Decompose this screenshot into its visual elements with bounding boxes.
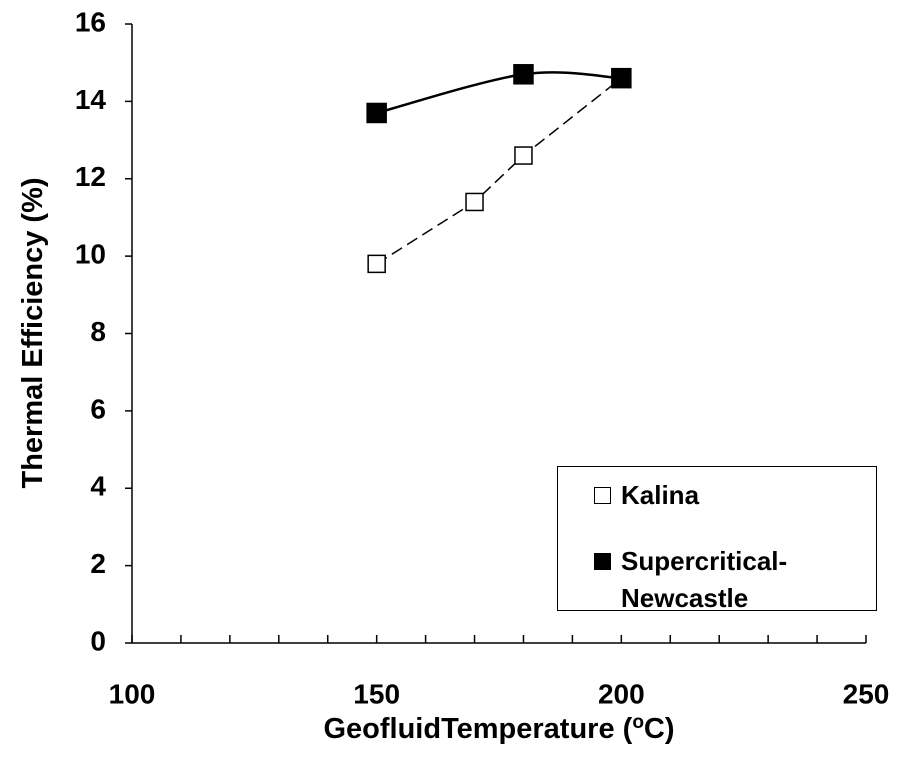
data-point [366, 102, 387, 124]
legend-item: Kalina [594, 477, 831, 514]
y-tick-label: 2 [90, 548, 106, 579]
legend-label: Kalina [621, 480, 700, 510]
data-point [465, 192, 484, 212]
y-axis-label: Thermal Efficiency (%) [17, 177, 49, 488]
x-axis-label-part: C) [644, 713, 675, 745]
y-tick-label: 12 [75, 161, 106, 192]
x-tick-label: 150 [353, 678, 400, 709]
y-tick-label: 14 [75, 84, 107, 115]
x-tick-label: 250 [843, 678, 890, 709]
series-line [376, 77, 622, 265]
data-point [611, 67, 632, 89]
y-tick-label: 0 [90, 625, 106, 656]
data-point [514, 146, 533, 165]
x-axis-label: GeofluidTemperature (oC) [323, 712, 674, 746]
y-tick-label: 8 [90, 316, 106, 347]
legend-swatch [594, 553, 611, 570]
x-tick-label: 200 [598, 678, 645, 709]
y-tick-label: 4 [90, 471, 106, 502]
y-tick-label: 10 [75, 239, 106, 270]
legend-swatch [594, 487, 611, 504]
x-axis-label-sup: o [632, 712, 644, 733]
data-point [367, 254, 386, 274]
legend-label: Supercritical-Newcastle [621, 546, 788, 613]
x-axis-label-part: GeofluidTemperature ( [323, 713, 632, 745]
data-point [513, 64, 534, 85]
legend-item: Supercritical-Newcastle [594, 543, 831, 617]
legend: Kalina Supercritical-Newcastle [557, 466, 877, 613]
x-tick-label: 100 [109, 678, 156, 709]
y-tick-label: 6 [90, 393, 106, 424]
y-tick-label: 16 [75, 6, 106, 37]
